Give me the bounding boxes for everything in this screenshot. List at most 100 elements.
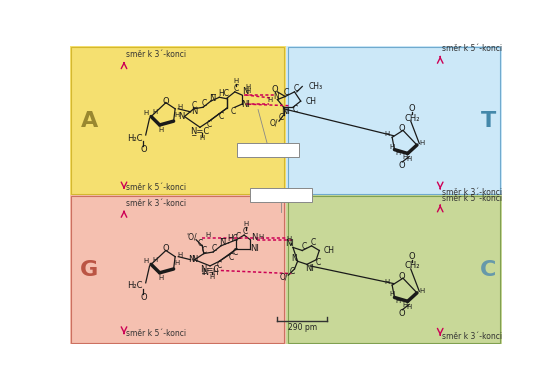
Text: H: H bbox=[267, 97, 272, 103]
Text: H: H bbox=[233, 78, 238, 84]
Text: H: H bbox=[246, 88, 251, 94]
Text: C: C bbox=[191, 101, 196, 110]
Bar bbox=[286, 46, 502, 195]
Text: H: H bbox=[209, 274, 214, 280]
Text: H: H bbox=[243, 221, 248, 227]
Text: C: C bbox=[310, 238, 316, 247]
Bar bbox=[71, 196, 285, 343]
Text: H: H bbox=[175, 112, 180, 118]
Text: H: H bbox=[384, 279, 389, 285]
Text: H: H bbox=[286, 236, 292, 242]
Text: N: N bbox=[242, 87, 248, 96]
Text: H: H bbox=[420, 140, 425, 146]
Text: směr k 3´-konci: směr k 3´-konci bbox=[126, 50, 186, 60]
Bar bbox=[287, 47, 500, 194]
Text: O: O bbox=[399, 272, 406, 281]
Text: NI: NI bbox=[305, 264, 314, 274]
Text: C: C bbox=[212, 244, 217, 253]
Text: H: H bbox=[389, 144, 395, 149]
Text: CH₃: CH₃ bbox=[309, 82, 323, 91]
Text: N̅: N̅ bbox=[209, 94, 215, 103]
Text: směr k 5´-konci: směr k 5´-konci bbox=[442, 194, 502, 203]
Text: C: C bbox=[232, 248, 238, 257]
Text: H: H bbox=[384, 131, 389, 137]
Text: O: O bbox=[409, 252, 416, 261]
Text: O: O bbox=[162, 97, 169, 106]
Text: N̅: N̅ bbox=[219, 238, 225, 247]
Text: H₂C: H₂C bbox=[127, 281, 143, 290]
Text: směr k 5´-konci: směr k 5´-konci bbox=[126, 183, 186, 192]
Bar bbox=[70, 46, 286, 195]
Text: 'O/: 'O/ bbox=[186, 233, 197, 242]
Text: CH₂: CH₂ bbox=[405, 113, 420, 123]
Text: IN–H: IN–H bbox=[201, 267, 219, 277]
Text: H: H bbox=[199, 135, 204, 141]
Text: NI: NI bbox=[241, 100, 250, 109]
Bar bbox=[70, 195, 286, 344]
Text: H: H bbox=[395, 151, 400, 156]
Text: A: A bbox=[80, 111, 98, 131]
Text: směr k 3´-konci: směr k 3´-konci bbox=[442, 188, 502, 197]
Text: O: O bbox=[399, 309, 406, 318]
Text: C: C bbox=[278, 113, 284, 122]
Bar bbox=[286, 195, 502, 344]
Text: H: H bbox=[158, 127, 164, 134]
Text: C: C bbox=[284, 88, 290, 97]
Text: H: H bbox=[407, 304, 412, 310]
Text: H: H bbox=[395, 298, 400, 304]
Text: N̲=C: N̲=C bbox=[190, 126, 210, 135]
Text: C: C bbox=[480, 260, 497, 280]
Text: N: N bbox=[273, 92, 279, 101]
Text: O: O bbox=[162, 245, 169, 253]
Text: směr k 5´-konci: směr k 5´-konci bbox=[442, 44, 502, 53]
Text: C: C bbox=[235, 232, 240, 241]
Text: C: C bbox=[301, 242, 306, 251]
Text: C: C bbox=[230, 107, 236, 116]
Text: C: C bbox=[316, 257, 321, 267]
Text: N: N bbox=[291, 254, 297, 263]
Text: H: H bbox=[206, 232, 211, 238]
Text: N: N bbox=[188, 255, 195, 264]
Text: H: H bbox=[143, 258, 148, 264]
Text: N̲=C: N̲=C bbox=[200, 264, 220, 274]
Text: H: H bbox=[402, 302, 407, 308]
Text: H: H bbox=[143, 110, 148, 116]
Text: CH₂: CH₂ bbox=[405, 261, 420, 271]
Text: C: C bbox=[198, 239, 203, 248]
Text: C: C bbox=[294, 84, 299, 92]
Text: směr k 5´-konci: směr k 5´-konci bbox=[126, 329, 186, 338]
Text: H: H bbox=[177, 104, 182, 110]
Text: N: N bbox=[191, 255, 198, 264]
Text: H: H bbox=[246, 84, 251, 90]
Text: C: C bbox=[234, 84, 239, 92]
Text: O/: O/ bbox=[270, 118, 278, 127]
Text: N: N bbox=[191, 107, 198, 116]
Text: O: O bbox=[271, 85, 278, 94]
Text: směr k 3´-konci: směr k 3´-konci bbox=[442, 332, 502, 341]
Text: O: O bbox=[399, 124, 406, 134]
Text: C: C bbox=[206, 120, 212, 130]
Text: T: T bbox=[480, 111, 496, 131]
Text: H: H bbox=[402, 154, 407, 160]
Text: CH: CH bbox=[305, 97, 316, 106]
Text: C: C bbox=[292, 105, 298, 114]
Text: C: C bbox=[243, 227, 248, 236]
Text: H: H bbox=[420, 288, 425, 294]
Text: N: N bbox=[251, 233, 257, 242]
Text: C: C bbox=[218, 112, 224, 121]
Text: H: H bbox=[258, 234, 264, 240]
Text: H₂C: H₂C bbox=[127, 134, 143, 142]
Text: O: O bbox=[140, 293, 147, 302]
Text: O: O bbox=[409, 104, 416, 113]
Text: NI: NI bbox=[281, 107, 290, 116]
Text: HC: HC bbox=[218, 89, 229, 98]
Text: C: C bbox=[290, 267, 295, 276]
Text: dva H-můstky: dva H-můstky bbox=[241, 146, 294, 155]
Text: H: H bbox=[175, 260, 180, 266]
FancyBboxPatch shape bbox=[237, 144, 299, 158]
Text: H: H bbox=[152, 109, 157, 115]
Text: C: C bbox=[228, 253, 234, 262]
Text: C: C bbox=[201, 246, 206, 255]
Text: H: H bbox=[152, 257, 157, 263]
Text: NI: NI bbox=[250, 245, 259, 253]
